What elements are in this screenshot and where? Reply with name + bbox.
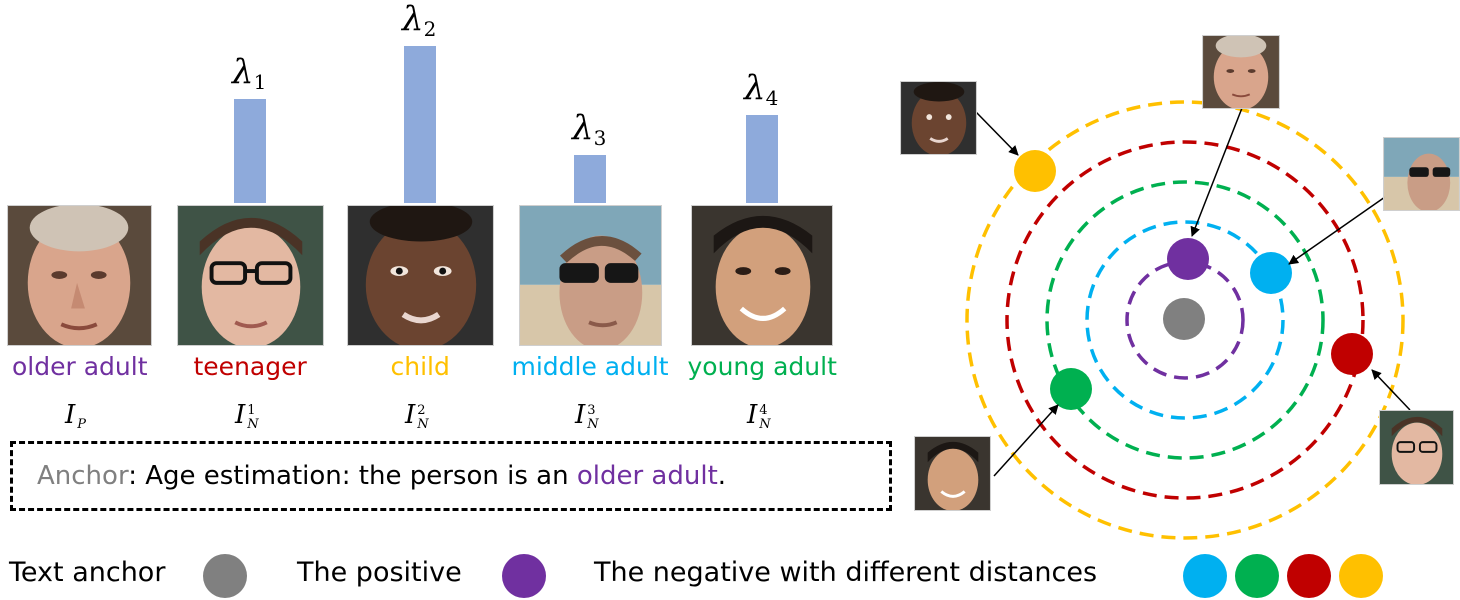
legend-negative-dot-teenager — [1287, 554, 1331, 598]
category-label-young-adult: young adult — [687, 352, 837, 381]
category-label-child: child — [390, 352, 450, 381]
weight-bar-3 — [574, 155, 606, 203]
distance-ring-teenager — [1005, 140, 1365, 500]
anchor-category: older adult — [576, 461, 718, 491]
category-label-teenager: teenager — [193, 352, 307, 381]
distance-ring-child — [965, 100, 1405, 540]
child-thumbnail-icon — [900, 81, 977, 155]
sunglasses-man-thumbnail-icon — [1383, 137, 1460, 211]
legend-positive: The positive — [297, 557, 462, 588]
lambda-label-4: λ4 — [744, 68, 779, 110]
weight-bar-4 — [746, 115, 778, 203]
teen-glasses-thumbnail-icon — [1379, 410, 1454, 485]
anchor-sentence: Anchor: Age estimation: the person is an… — [37, 461, 726, 491]
negative-point-middle-adult — [1250, 252, 1292, 294]
category-label-older-adult: older adult — [12, 352, 148, 381]
negative-point-child — [1014, 150, 1056, 192]
anchor-point — [1163, 298, 1205, 340]
lambda-label-1: λ1 — [232, 52, 267, 94]
young-man-face-icon — [691, 205, 833, 346]
arrow-middle-adult — [1288, 196, 1386, 265]
legend-text-anchor: Text anchor — [9, 557, 166, 588]
legend-negative-dot-young-adult — [1235, 554, 1279, 598]
negative-point-young-adult — [1050, 368, 1092, 410]
sunglasses-man-face-icon — [519, 205, 662, 346]
older-man-face-icon — [7, 205, 152, 346]
distance-rings — [965, 100, 1405, 540]
legend-negative-dot-middle-adult — [1183, 554, 1227, 598]
legend-anchor-dot — [203, 554, 247, 598]
anchor-label: Anchor — [37, 461, 129, 491]
face-to-point-arrows — [975, 107, 1411, 477]
older-man-thumbnail-icon — [1202, 35, 1280, 109]
lambda-label-3: λ3 — [572, 108, 607, 150]
category-label-middle-adult: middle adult — [511, 352, 669, 381]
legend-positive-dot — [502, 554, 546, 598]
legend-negative-dot-child — [1339, 554, 1383, 598]
distance-ring-young-adult — [1045, 180, 1325, 460]
lambda-label-2: λ2 — [402, 0, 437, 41]
weight-bar-2 — [404, 46, 436, 203]
legend-negatives: The negative with different distances — [594, 557, 1098, 588]
arrow-older-adult — [1190, 107, 1243, 237]
weight-bar-1 — [234, 99, 266, 203]
anchor-end: . — [717, 461, 727, 491]
positive-point — [1167, 238, 1209, 280]
embedding-points — [1014, 150, 1373, 410]
young-man-thumbnail-icon — [914, 436, 991, 511]
anchor-body: : Age estimation: the person is an — [128, 461, 577, 491]
arrow-child — [975, 111, 1019, 156]
teen-glasses-face-icon — [177, 205, 324, 346]
arrow-teenager — [1371, 369, 1411, 411]
arrow-young-adult — [993, 404, 1059, 477]
child-face-icon — [347, 205, 494, 346]
distance-ring-middle-adult — [1085, 220, 1285, 420]
negative-point-teenager — [1331, 333, 1373, 375]
anchor-sentence-box: Anchor: Age estimation: the person is an… — [10, 441, 892, 511]
